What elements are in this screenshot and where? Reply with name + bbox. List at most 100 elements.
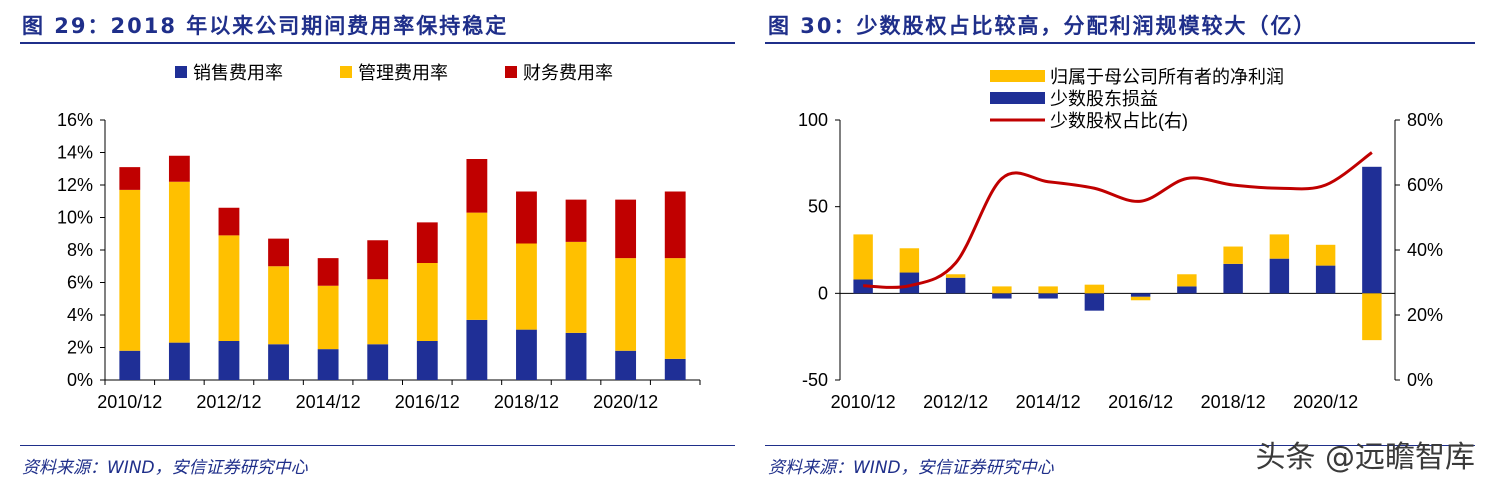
left-source-note: 资料来源：WIND，安信证券研究中心 (22, 458, 308, 478)
y-tick-label: 14% (57, 143, 93, 163)
legend-swatch-0 (990, 70, 1045, 82)
bar-2020/12-1 (1315, 244, 1336, 266)
bar-2017/12-0 (466, 319, 488, 380)
x-tick-label: 2018/12 (1201, 392, 1266, 412)
bar-2016/12-2 (416, 222, 438, 263)
left-title-rule (20, 42, 735, 44)
x-tick-label: 2020/12 (593, 392, 658, 412)
x-tick-label: 2010/12 (831, 392, 896, 412)
bar-2012/12-2 (218, 207, 240, 236)
bar-2021/12-1 (664, 258, 686, 359)
bar-2014/12-1 (1038, 286, 1058, 294)
bar-2018/12-0 (1223, 263, 1243, 294)
bar-2012/12-0 (945, 277, 966, 294)
left-chart-title: 图 29：2018 年以来公司期间费用率保持稳定 (22, 14, 509, 38)
bar-2012/12-1 (218, 235, 240, 341)
bar-2014/12-0 (1038, 293, 1058, 299)
legend-label-0: 归属于母公司所有者的净利润 (1050, 67, 1284, 87)
bar-2017/12-1 (466, 212, 488, 320)
bar-2015/12-1 (1084, 284, 1105, 294)
bar-2012/12-1 (945, 274, 966, 278)
x-tick-label: 2020/12 (1293, 392, 1358, 412)
bar-2016/12-1 (416, 263, 438, 341)
bar-2021/12-0 (1362, 166, 1382, 294)
bar-2018/12-2 (516, 191, 537, 244)
y-tick-label: -50 (802, 370, 828, 390)
bar-2015/12-0 (367, 344, 389, 380)
y-tick-label: 16% (57, 110, 93, 130)
x-tick-label: 2016/12 (1108, 392, 1173, 412)
bar-2018/12-0 (516, 329, 537, 380)
legend-label-1: 少数股东损益 (1050, 89, 1158, 109)
bar-2011/12-1 (899, 248, 920, 273)
bar-2010/12-2 (119, 167, 141, 190)
bar-2014/12-0 (317, 349, 339, 380)
bar-2010/12-1 (119, 189, 141, 351)
bar-2010/12-1 (853, 234, 873, 280)
x-tick-label: 2018/12 (494, 392, 559, 412)
right-title-rule (765, 42, 1475, 44)
x-tick-label: 2014/12 (296, 392, 361, 412)
legend-label-1: 管理费用率 (358, 63, 448, 83)
bar-2013/12-0 (992, 293, 1012, 299)
y-tick-label: 50 (808, 197, 828, 217)
x-tick-label: 2012/12 (923, 392, 988, 412)
y-tick-label: 0 (818, 283, 828, 303)
y-tick-label: 10% (57, 208, 93, 228)
bar-2018/12-1 (516, 243, 537, 330)
y2-tick-label: 0% (1407, 370, 1433, 390)
bar-2013/12-1 (268, 266, 289, 345)
y-tick-label: 0% (67, 370, 93, 390)
right-source-rule (765, 445, 1475, 446)
bar-2019/12-1 (565, 241, 587, 333)
bar-2019/12-2 (565, 199, 587, 242)
x-tick-label: 2016/12 (395, 392, 460, 412)
legend-swatch-0 (175, 66, 187, 78)
bar-2018/12-1 (1223, 246, 1243, 264)
right-source-note: 资料来源：WIND，安信证券研究中心 (768, 458, 1054, 478)
bar-2016/12-0 (416, 341, 438, 380)
bar-2014/12-2 (317, 258, 339, 286)
bar-2011/12-1 (168, 181, 190, 343)
bar-2017/12-1 (1177, 274, 1197, 287)
bar-2021/12-1 (1362, 293, 1382, 341)
bar-2015/12-1 (367, 279, 389, 345)
bar-2013/12-0 (268, 344, 289, 380)
bar-2016/12-1 (1130, 296, 1151, 301)
bar-2012/12-0 (218, 341, 240, 380)
bar-2021/12-2 (664, 191, 686, 259)
watermark-text: 头条 @远瞻智库 (1255, 440, 1475, 475)
bar-2013/12-2 (268, 238, 289, 267)
y-tick-label: 6% (67, 273, 93, 293)
left-stacked-bar-chart: 销售费用率 管理费用率 财务费用率 0% 2% 4% 6% 8% 10% 12% 14% 16% 201… (57, 63, 701, 412)
legend-label-2: 少数股权占比(右) (1050, 111, 1188, 131)
bar-2016/12-0 (1130, 293, 1151, 297)
bar-2019/12-0 (1269, 258, 1290, 294)
y-tick-label: 12% (57, 175, 93, 195)
left-source-rule (20, 445, 735, 446)
bar-2021/12-0 (664, 358, 686, 380)
bar-2020/12-0 (615, 350, 637, 380)
bar-2015/12-0 (1084, 293, 1105, 311)
y2-tick-label: 20% (1407, 305, 1443, 325)
legend-label-0: 销售费用率 (193, 63, 283, 83)
bar-2019/12-0 (565, 332, 587, 380)
bar-2017/12-0 (1177, 286, 1197, 294)
line-minority-share (863, 151, 1373, 289)
bar-2020/12-0 (1315, 265, 1336, 294)
y-tick-label: 8% (67, 240, 93, 260)
y2-tick-label: 60% (1407, 175, 1443, 195)
y2-tick-label: 40% (1407, 240, 1443, 260)
bar-2020/12-1 (615, 258, 637, 351)
bar-2015/12-2 (367, 240, 389, 280)
legend-label-2: 财务费用率 (523, 63, 613, 83)
legend-swatch-1 (340, 66, 352, 78)
right-chart-title: 图 30：少数股权占比较高，分配利润规模较大（亿） (768, 14, 1317, 38)
y-tick-label: 4% (67, 305, 93, 325)
x-tick-label: 2010/12 (97, 392, 162, 412)
bar-2014/12-1 (317, 285, 339, 350)
x-tick-label: 2012/12 (196, 392, 261, 412)
bar-2020/12-2 (615, 199, 637, 259)
x-tick-label: 2014/12 (1016, 392, 1081, 412)
